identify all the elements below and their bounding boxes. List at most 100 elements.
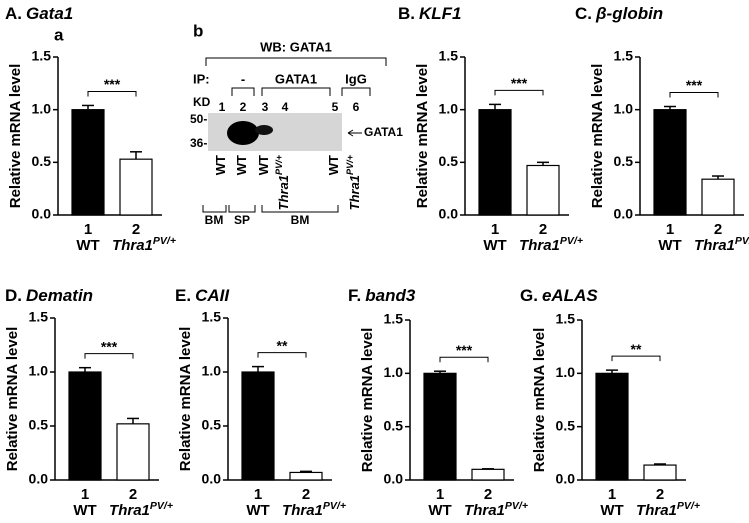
panel-letter: E. (175, 286, 191, 305)
panel-title: C. β-globin (575, 4, 663, 23)
x-tick-label: 2 (714, 221, 722, 238)
panel-gene: eALAS (542, 286, 598, 305)
lane-number: 1 (219, 100, 226, 114)
bracket (205, 57, 387, 66)
genotype-label: WT (600, 502, 623, 519)
panel-title: F. band3 (348, 286, 416, 305)
panel-title: A. Gata1 (5, 4, 73, 23)
significance-label: *** (686, 77, 703, 93)
genotype-label: WT (213, 155, 228, 175)
y-axis-label: Relative mRNA level (4, 327, 21, 472)
sub-label: a (54, 25, 64, 44)
y-tick-label: 0.0 (29, 471, 49, 487)
y-tick-label: 1.5 (384, 311, 404, 327)
significance-bracket (84, 353, 134, 359)
y-tick-label: 1.0 (614, 100, 634, 116)
y-tick-label: 1.0 (32, 100, 52, 116)
significance-bracket (87, 90, 137, 97)
y-tick-label: 1.0 (29, 363, 49, 379)
significance-bracket (439, 356, 489, 363)
ip-group: GATA1 (275, 71, 317, 86)
genotype-label: Thra1PV/+ (109, 500, 173, 519)
genotype-base: Thra1 (519, 237, 560, 254)
genotype-label: WT (658, 237, 681, 254)
y-axis-label: Relative mRNA level (414, 64, 431, 209)
y-tick-label: 1.5 (556, 311, 576, 327)
lane-number: 6 (353, 100, 360, 114)
panel-letter: F. (348, 286, 361, 305)
panel-gene: Gata1 (26, 4, 73, 23)
genotype-base: WT (600, 502, 623, 519)
genotype-sup: PV/+ (345, 154, 355, 175)
panel-letter: G. (520, 286, 538, 305)
genotype-sup: PV/+ (150, 500, 173, 512)
genotype-base: WT (246, 502, 269, 519)
significance-bracket (611, 355, 661, 362)
lane-number: 3 (262, 100, 269, 114)
genotype-label: Thra1PV/+ (519, 235, 583, 254)
genotype-sup: PV/+ (735, 235, 749, 247)
genotype-label: WT (326, 155, 341, 175)
bar (701, 178, 735, 216)
y-axis-label: Relative mRNA level (531, 328, 548, 473)
genotype-label: WT (73, 502, 96, 519)
marker-label: 36- (190, 136, 207, 150)
panel-title: E. CAII (175, 286, 230, 305)
tissue-label: SP (234, 213, 250, 227)
significance-label: *** (101, 338, 118, 354)
genotype-label: Thra1PV/+ (345, 154, 362, 210)
y-tick-label: 0.0 (556, 471, 576, 487)
kd-label: KD (193, 95, 211, 109)
y-axis-label: Relative mRNA level (7, 64, 24, 209)
bar (471, 468, 505, 481)
genotype-sup: PV/+ (323, 500, 346, 512)
genotype-base: Thra1 (694, 237, 735, 254)
band (227, 121, 259, 145)
genotype-label: WT (483, 237, 506, 254)
significance-label: ** (277, 337, 288, 353)
y-tick-label: 1.5 (29, 309, 49, 325)
panel-letter: C. (575, 4, 592, 23)
genotype-label: Thra1PV/+ (112, 235, 176, 254)
bar (526, 164, 560, 216)
genotype-sup: PV/+ (274, 154, 284, 175)
lane-number: 2 (240, 100, 247, 114)
y-tick-label: 1.0 (384, 364, 404, 380)
genotype-base: WT (234, 155, 249, 175)
y-tick-label: 1.5 (439, 48, 459, 64)
genotype-label: Thra1PV/+ (636, 500, 700, 519)
x-tick-label: 1 (436, 486, 444, 503)
ip-label: IP: (193, 71, 210, 86)
x-tick-label: 2 (656, 486, 664, 503)
y-tick-label: 0.5 (556, 417, 576, 433)
y-tick-label: 1.0 (439, 100, 459, 116)
genotype-label: Thra1PV/+ (694, 235, 749, 254)
genotype-label: Thra1PV/+ (282, 500, 346, 519)
y-axis-label: Relative mRNA level (589, 64, 606, 209)
y-tick-label: 0.0 (439, 206, 459, 222)
band-label: GATA1 (364, 125, 403, 139)
genotype-base: Thra1 (112, 237, 153, 254)
y-tick-label: 0.5 (29, 417, 49, 433)
significance-bracket (494, 89, 544, 96)
genotype-base: WT (326, 155, 341, 175)
panel-gene: β-globin (595, 4, 663, 23)
genotype-base: Thra1 (276, 175, 291, 210)
bar (423, 372, 457, 481)
band (255, 125, 273, 135)
genotype-base: Thra1 (636, 502, 677, 519)
lane-number: 5 (332, 100, 339, 114)
y-tick-label: 0.5 (439, 153, 459, 169)
panel-title: B. KLF1 (398, 4, 462, 23)
genotype-label: Thra1PV/+ (274, 154, 291, 210)
x-tick-label: 1 (608, 486, 616, 503)
genotype-base: WT (483, 237, 506, 254)
significance-label: ** (631, 341, 642, 357)
genotype-label: WT (76, 237, 99, 254)
genotype-label: WT (246, 502, 269, 519)
tissue-label: BM (291, 213, 310, 227)
bar (241, 371, 275, 481)
bar (119, 158, 153, 216)
x-tick-label: 2 (539, 221, 547, 238)
